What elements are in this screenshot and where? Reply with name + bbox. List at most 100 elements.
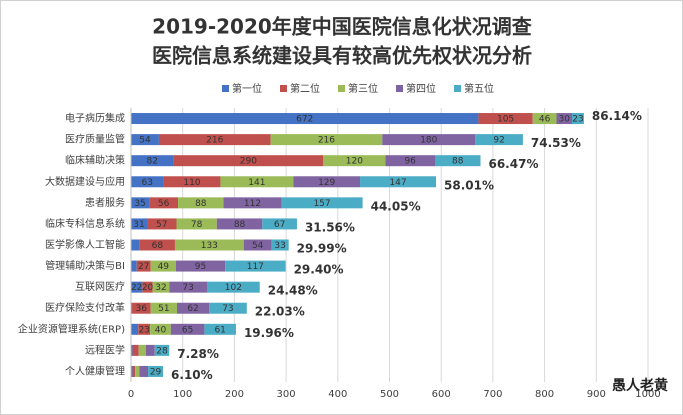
bar-segment [142,281,153,293]
bar-segment [163,176,221,188]
bar-segment [139,239,175,251]
x-tick-label: 500 [380,389,399,400]
legend-swatch [338,85,345,92]
total-annotation: 44.05% [371,199,421,213]
y-tick-label: 电子病历集成 [65,112,125,125]
value-label: 88 [234,220,246,230]
bar-segment [176,218,217,230]
value-label: 31 [133,220,144,230]
x-tick-label: 200 [225,389,244,400]
bar-segment [556,113,573,125]
y-tick-label: 医疗保险支付改革 [45,301,125,314]
bar-segment [132,302,151,314]
total-annotation: 29.40% [294,263,344,277]
bar-segment [132,365,136,377]
x-tick-label: 100 [173,389,192,400]
value-label: 23 [138,325,149,335]
bar-segment [131,365,133,377]
bar-segment [131,260,137,272]
value-label: 290 [240,157,257,167]
bar-segment [138,344,146,356]
value-label: 40 [155,325,167,335]
value-label: 216 [206,136,223,146]
value-label: 88 [195,199,207,209]
bar-segment [131,113,479,125]
value-label: 65 [182,325,193,335]
bar-segment [145,344,155,356]
value-label: 32 [155,283,166,293]
y-tick-label: 企业资源管理系统(ERP) [18,322,125,335]
bar-segment [150,302,178,314]
value-label: 133 [201,241,218,251]
legend-label: 第四位 [406,82,436,95]
bar-segment [360,176,437,188]
legend-swatch [222,85,229,92]
value-label: 22 [131,283,142,293]
value-label: 96 [404,157,416,167]
y-tick-label: 临床专科信息系统 [45,217,125,230]
bar-segment [132,344,139,356]
bar-segment [169,281,207,293]
bar-segment [532,113,557,125]
bar-segment [173,155,324,167]
bar-segment [147,218,177,230]
bar-segment [148,365,164,377]
value-label: 82 [146,157,157,167]
bar-segment [382,134,476,146]
bar-segment [131,281,143,293]
x-tick-label: 800 [535,389,554,400]
value-label: 67 [274,220,285,230]
x-tick-label: 1000 [635,389,660,400]
x-tick-label: 0 [128,389,134,400]
total-annotation: 66.47% [488,157,538,171]
bar-segment [152,281,170,293]
bar-segment [177,302,210,314]
y-tick-label: 医疗质量监管 [65,133,125,146]
total-annotation: 58.01% [444,178,494,192]
bar-segment [204,323,236,335]
y-tick-label: 临床辅助决策 [65,154,125,167]
value-label: 56 [158,199,170,209]
total-annotation: 22.03% [255,305,305,319]
value-label: 110 [183,178,200,188]
value-label: 57 [156,220,167,230]
bar-segment [281,197,363,209]
value-label: 672 [296,115,313,125]
value-label: 216 [318,136,335,146]
legend-swatch [396,85,403,92]
y-tick-label: 管理辅助决策与BI [45,259,125,272]
value-label: 88 [452,157,464,167]
bar-segment [131,323,139,335]
bar-segment [271,239,289,251]
bar-segment [178,197,224,209]
bar-segment [434,155,481,167]
bar-segment [138,323,151,335]
bar-segment [225,260,286,272]
bar-segment [206,281,260,293]
value-label: 141 [248,178,265,188]
bar-segment [131,134,159,146]
bar-segment [131,344,133,356]
legend-label: 第一位 [232,82,262,95]
bar-segment [158,134,271,146]
bar-segment [216,218,263,230]
value-label: 54 [252,241,264,251]
bar-segment [150,260,176,272]
bar-segment [149,197,179,209]
chart-title: 2019-2020年度中国医院信息化状况调查 [152,15,532,39]
y-tick-label: 医学影像人工智能 [45,238,125,251]
bar-segment [175,260,226,272]
total-annotation: 31.56% [305,220,355,234]
y-tick-label: 患者服务 [85,196,125,209]
bar-segment [150,323,171,335]
bar-segment [243,239,272,251]
x-tick-label: 400 [328,389,347,400]
bar-segment [478,113,533,125]
value-label: 35 [134,199,145,209]
value-label: 73 [222,304,233,314]
value-label: 54 [139,136,151,146]
value-label: 36 [136,304,148,314]
value-label: 105 [497,115,514,125]
bar-segment [209,302,247,314]
